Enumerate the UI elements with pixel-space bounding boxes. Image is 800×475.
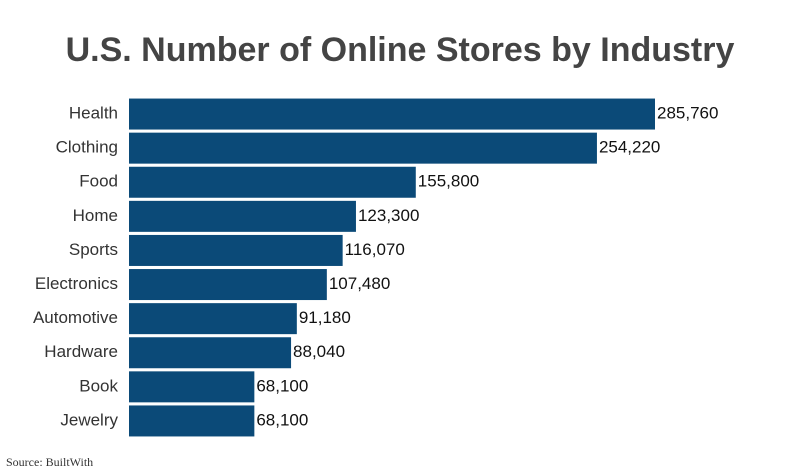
chart-title: U.S. Number of Online Stores by Industry (66, 31, 735, 69)
bar (129, 405, 255, 437)
value-label: 107,480 (329, 274, 390, 293)
value-label: 68,100 (256, 410, 308, 429)
bar (129, 269, 327, 301)
value-label: 116,070 (345, 240, 405, 259)
bar (129, 371, 255, 403)
value-label: 285,760 (657, 104, 718, 123)
bar (129, 166, 416, 198)
category-label: Electronics (35, 274, 118, 293)
value-label: 155,800 (418, 172, 479, 191)
category-label: Book (79, 376, 118, 395)
category-label: Jewelry (60, 410, 118, 429)
category-label: Hardware (44, 342, 118, 361)
category-label: Sports (69, 240, 118, 259)
category-label: Home (73, 206, 118, 225)
bar (129, 200, 356, 232)
bar (129, 98, 655, 130)
category-label: Clothing (56, 138, 118, 157)
bar (129, 337, 292, 369)
bar (129, 234, 343, 266)
value-label: 88,040 (293, 342, 345, 361)
bar (129, 132, 597, 164)
value-label: 123,300 (358, 206, 419, 225)
value-label: 68,100 (256, 376, 308, 395)
category-label: Food (79, 172, 118, 191)
category-label: Automotive (33, 308, 118, 327)
value-label: 254,220 (599, 138, 660, 157)
source-note: Source: BuiltWith (6, 455, 93, 469)
value-label: 91,180 (299, 308, 351, 327)
category-label: Health (69, 104, 118, 123)
bar (129, 303, 297, 335)
